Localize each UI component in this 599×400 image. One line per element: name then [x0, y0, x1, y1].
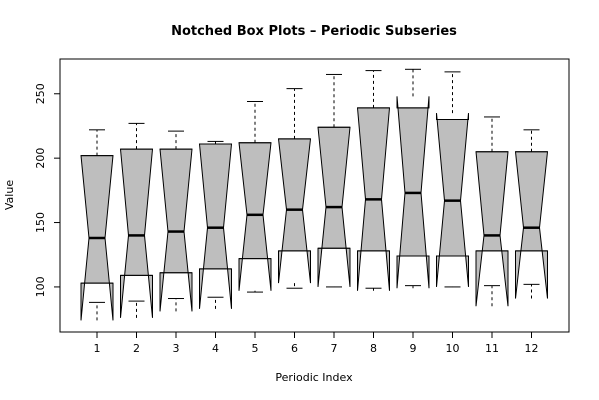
notched-box [119, 148, 154, 318]
notched-box [159, 148, 193, 312]
x-tick-label: 11 [485, 342, 499, 355]
y-tick-label: 250 [34, 83, 47, 104]
plot-frame [59, 58, 570, 333]
notched-box [277, 138, 312, 284]
chart-title: Notched Box Plots – Periodic Subseries [171, 24, 457, 39]
notched-box [475, 151, 509, 307]
y-tick-label: 100 [34, 276, 47, 297]
x-tick-label: 9 [410, 342, 417, 355]
x-tick-label: 12 [525, 342, 539, 355]
x-tick-label: 3 [173, 342, 180, 355]
x-tick-label: 6 [291, 342, 298, 355]
x-tick-label: 5 [252, 342, 259, 355]
x-tick-label: 8 [370, 342, 377, 355]
x-axis-label: Periodic Index [275, 371, 353, 384]
x-tick-label: 2 [133, 342, 140, 355]
notched-box [198, 143, 233, 309]
y-tick-label: 200 [34, 148, 47, 169]
notched-box [514, 151, 549, 299]
x-tick-label: 1 [94, 342, 101, 355]
x-tick-label: 4 [212, 342, 219, 355]
y-axis-label: Value [3, 180, 16, 210]
x-tick-label: 7 [331, 342, 338, 355]
notched-box [238, 142, 272, 291]
x-tick-label: 10 [446, 342, 460, 355]
y-tick-label: 150 [34, 212, 47, 233]
